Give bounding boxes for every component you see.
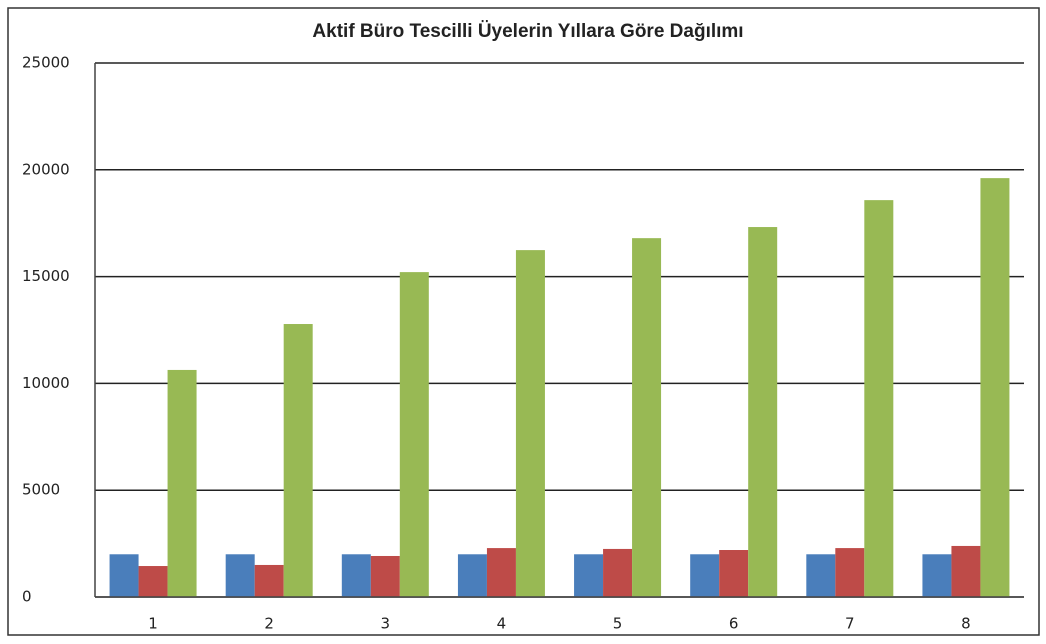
bar bbox=[951, 545, 981, 597]
y-tick-label: 20000 bbox=[22, 160, 70, 178]
x-tick-label: 3 bbox=[381, 615, 391, 633]
x-tick-label: 2 bbox=[264, 615, 274, 633]
bar bbox=[574, 554, 604, 597]
bar bbox=[748, 227, 778, 597]
bar bbox=[109, 554, 139, 597]
chart-title: Aktif Büro Tescilli Üyelerin Yıllara Gör… bbox=[312, 21, 743, 42]
bar bbox=[167, 369, 197, 597]
x-tick-label: 5 bbox=[613, 615, 623, 633]
bar bbox=[603, 548, 633, 597]
bar bbox=[690, 554, 720, 597]
bar bbox=[922, 554, 952, 597]
y-tick-label: 5000 bbox=[22, 481, 60, 499]
bar bbox=[632, 238, 662, 598]
x-tick-label: 8 bbox=[961, 615, 971, 633]
x-tick-label: 6 bbox=[729, 615, 739, 633]
y-tick-label: 15000 bbox=[22, 267, 70, 285]
y-tick-label: 0 bbox=[22, 588, 32, 606]
bar bbox=[370, 555, 400, 597]
bar bbox=[515, 250, 545, 598]
x-tick-label: 4 bbox=[497, 615, 507, 633]
y-tick-label: 25000 bbox=[22, 54, 70, 72]
y-tick-label: 10000 bbox=[22, 374, 70, 392]
bar bbox=[806, 554, 836, 597]
bar bbox=[283, 324, 313, 597]
bar bbox=[457, 554, 487, 597]
bar bbox=[486, 548, 516, 597]
x-tick-label: 1 bbox=[148, 615, 158, 633]
bar bbox=[719, 550, 749, 597]
bar bbox=[835, 548, 865, 597]
bar bbox=[138, 566, 168, 597]
bar bbox=[341, 554, 371, 597]
bar bbox=[399, 272, 429, 597]
bar bbox=[864, 200, 894, 597]
bar bbox=[254, 564, 284, 597]
x-tick-label: 7 bbox=[845, 615, 855, 633]
bar bbox=[225, 554, 255, 597]
bar bbox=[980, 178, 1010, 597]
